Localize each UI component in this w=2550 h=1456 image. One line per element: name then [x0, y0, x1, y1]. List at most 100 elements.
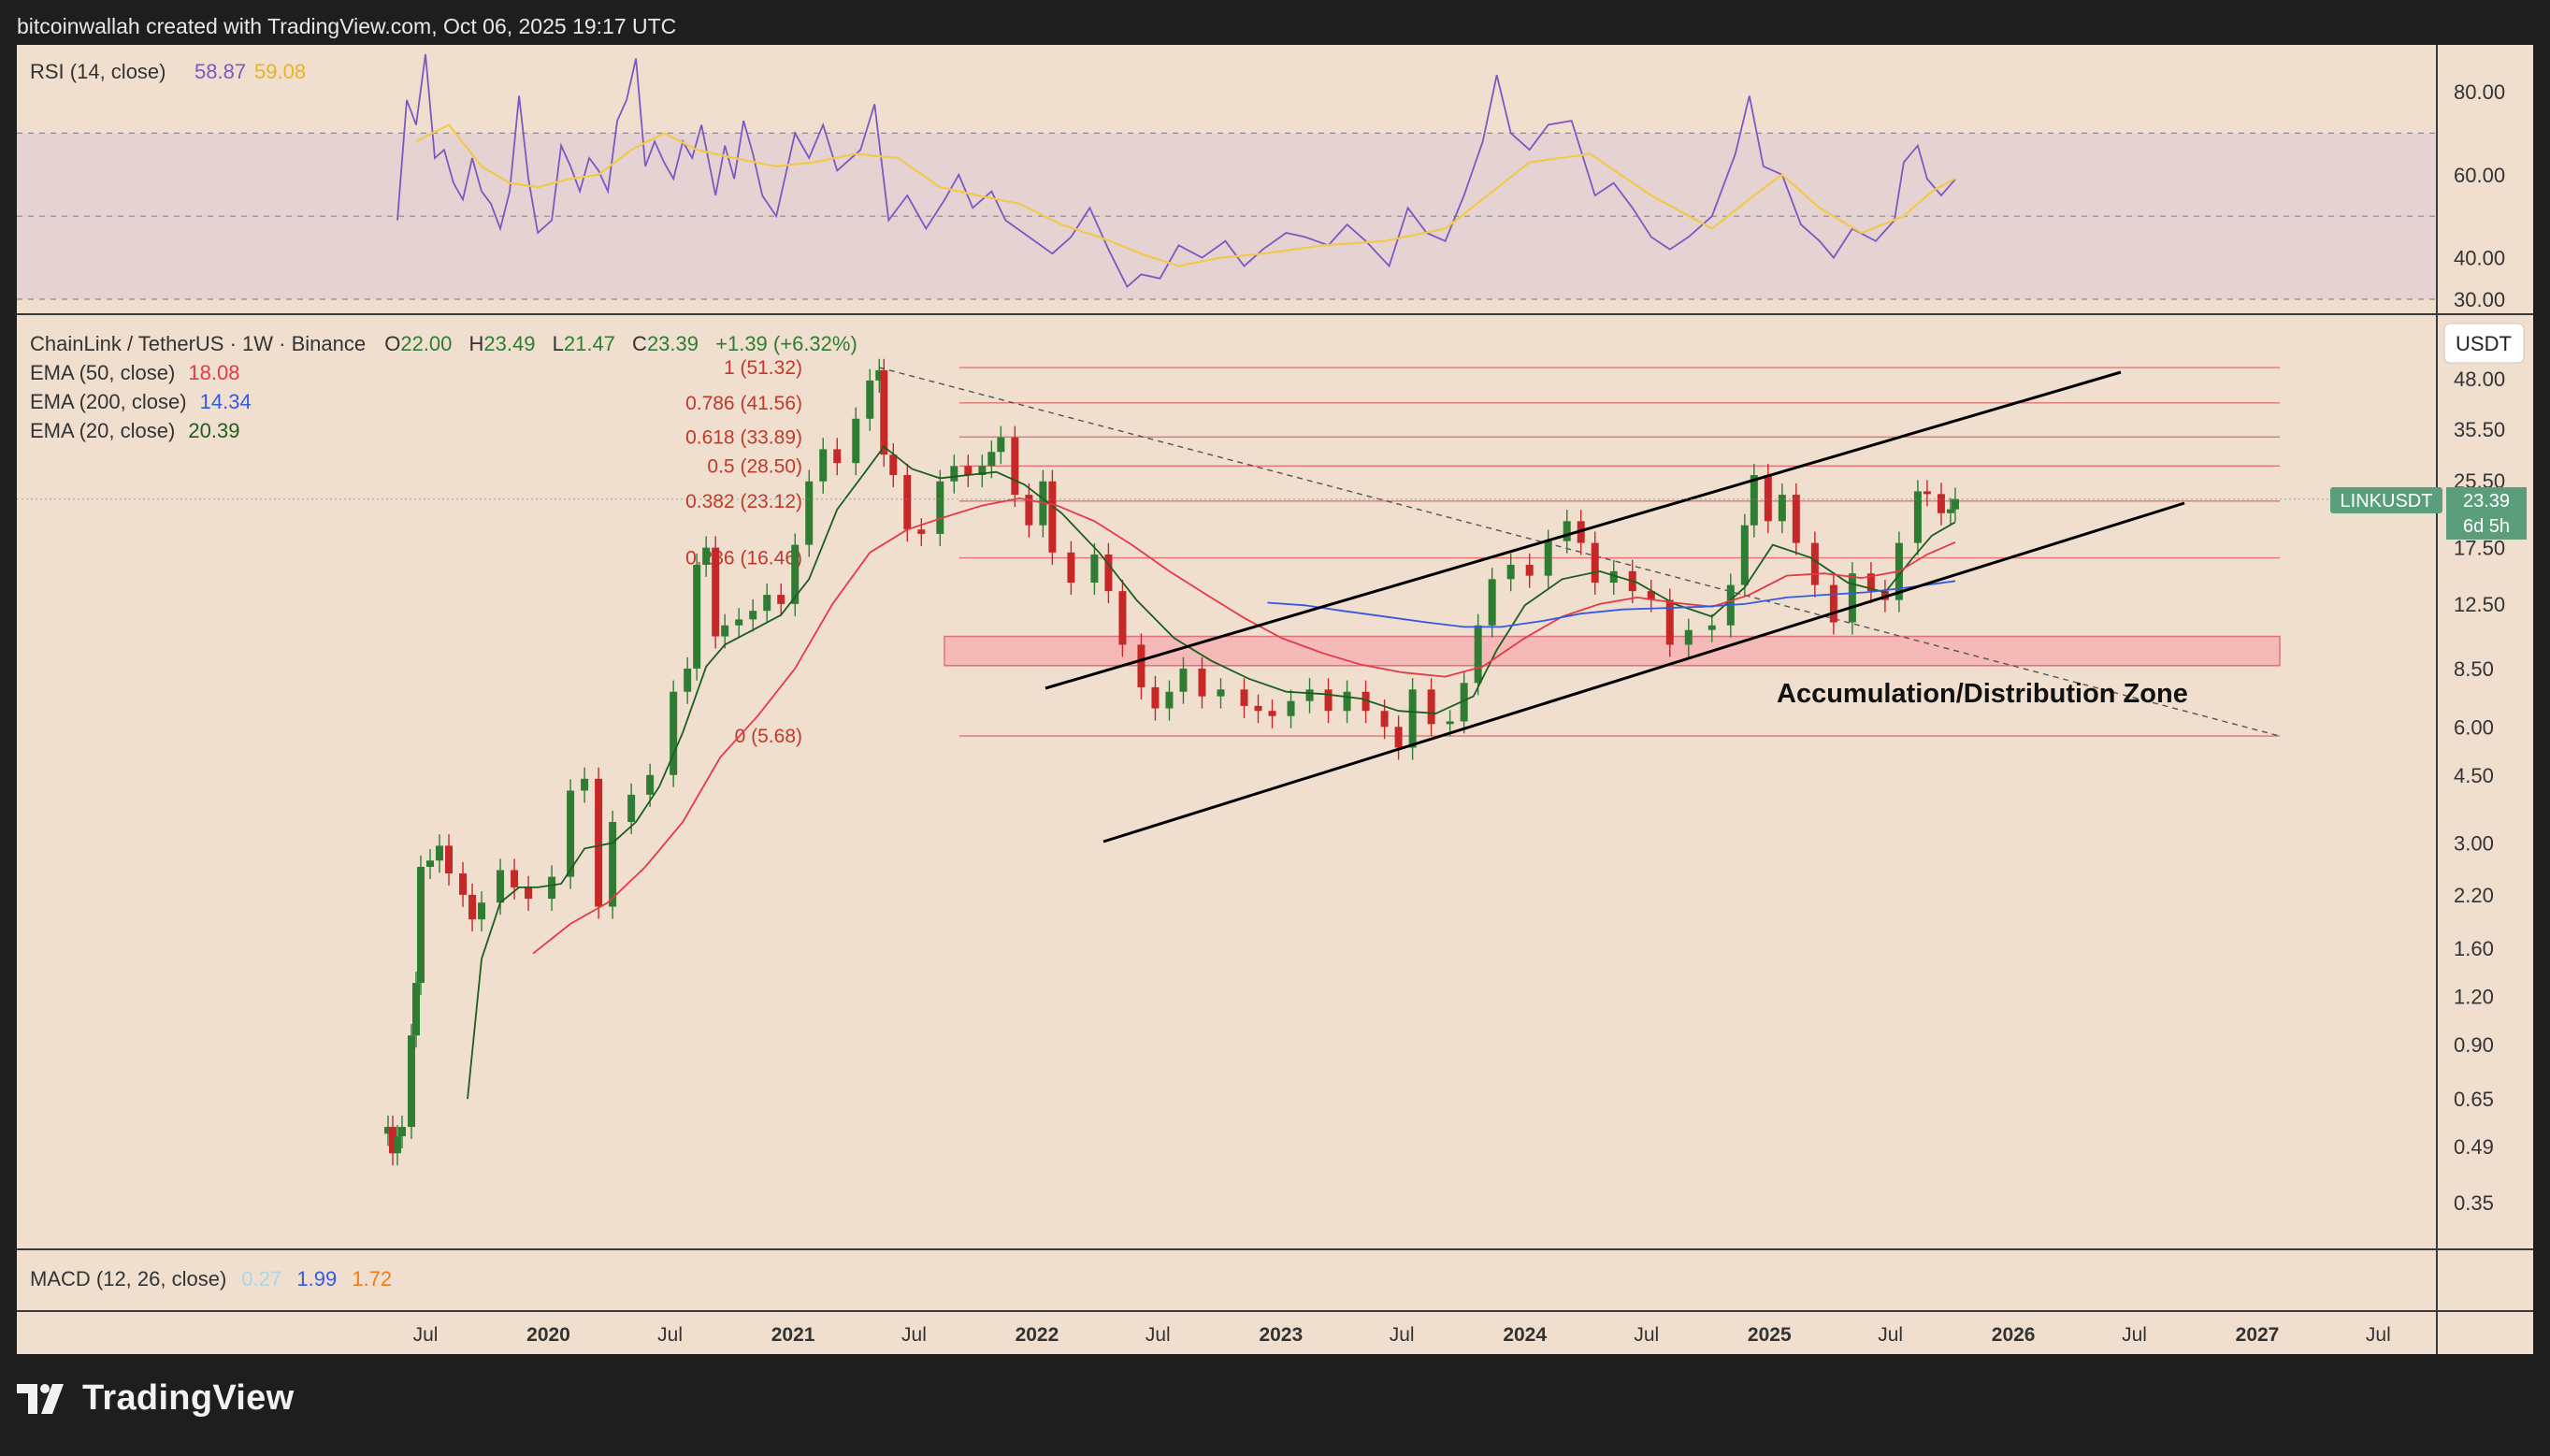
macd-legend-title: MACD (12, 26, close) — [30, 1267, 226, 1290]
candle-body — [436, 845, 444, 861]
candle-body — [1866, 573, 1875, 592]
candle-body — [1090, 554, 1099, 584]
time-axis-label: Jul — [2366, 1324, 2391, 1346]
candle-body — [1268, 711, 1276, 716]
accumulation-zone — [944, 635, 2281, 667]
candle-body — [852, 418, 860, 464]
candle-body — [383, 1127, 392, 1134]
candle-body — [950, 466, 958, 482]
time-axis-label: Jul — [1878, 1324, 1903, 1346]
chart-svg[interactable]: 1 (51.32) 0.786 (41.56) 0.618 (33.89) 0.5 (… — [17, 45, 2533, 1354]
candle-body — [646, 774, 655, 795]
ema200-line — [1267, 580, 1956, 628]
fib-level-label: 1 (51.32) — [724, 357, 802, 379]
candle-body — [1740, 525, 1749, 585]
price-scale-label: 2.20 — [2454, 884, 2494, 907]
candle-body — [1137, 644, 1145, 687]
currency-button[interactable] — [2443, 323, 2525, 364]
rsi-legend-title: RSI (14, close) — [30, 60, 166, 83]
time-axis-label: 2026 — [1992, 1324, 2036, 1346]
candle-body — [791, 544, 800, 604]
candle-body — [1563, 521, 1571, 541]
candle-body — [978, 466, 987, 476]
rsi-line — [396, 53, 1956, 289]
candle-body — [468, 894, 477, 920]
macd-signal-value: 1.72 — [352, 1267, 392, 1290]
candle-body — [1923, 491, 1931, 495]
candle-body — [1647, 591, 1655, 600]
symbol-line: ChainLink / TetherUS · 1W · Binance O22.… — [30, 332, 857, 355]
candle-body — [609, 821, 617, 907]
candle-body — [1287, 700, 1295, 716]
candle-body — [833, 449, 842, 464]
candle-body — [1408, 689, 1417, 748]
channel-lower-line — [1102, 501, 2185, 843]
macd-line-value: 1.99 — [296, 1267, 337, 1290]
candle-body — [497, 870, 505, 903]
candle-body — [1778, 495, 1786, 522]
legend-layer: RSI (14, close) 58.87 59.08 ChainLink / … — [30, 60, 2527, 1290]
candle-body — [581, 778, 589, 791]
ema200-legend-label: EMA (200, close) — [30, 390, 187, 413]
accumulation-zone-label: Accumulation/Distribution Zone — [1777, 679, 2188, 709]
rsi-legend-value: 58.87 — [194, 60, 246, 83]
rsi-layer — [17, 53, 2437, 300]
candle-body — [936, 481, 944, 534]
ema50-legend-value: 18.08 — [188, 361, 239, 384]
brand-name: TradingView — [82, 1378, 295, 1418]
candle-body — [1951, 498, 1959, 510]
candle-body — [627, 794, 636, 822]
fib-level-label: 0 (5.68) — [735, 726, 802, 747]
candle-body — [459, 873, 468, 895]
candle-body — [1025, 495, 1033, 526]
currency-button-label: USDT — [2456, 332, 2512, 355]
ohlc-open-value: 22.00 — [400, 332, 452, 355]
time-axis-label: 2024 — [1503, 1324, 1547, 1346]
price-scale-label: 8.50 — [2454, 657, 2494, 681]
price-scale-label: 1.60 — [2454, 937, 2494, 960]
price-scale-label: 1.20 — [2454, 985, 2494, 1008]
price-scale-label: 48.00 — [2454, 368, 2505, 391]
candle-body — [1848, 573, 1856, 623]
candle-body — [1665, 599, 1674, 645]
ema50-legend-label: EMA (50, close) — [30, 361, 175, 384]
price-scale-label: 17.50 — [2454, 537, 2505, 560]
candle-body — [1750, 475, 1758, 526]
candle-body — [777, 595, 785, 604]
candle-body — [1946, 509, 1954, 513]
candle-body — [1324, 689, 1333, 712]
time-axis-label: Jul — [1145, 1324, 1171, 1346]
candle-body — [1240, 689, 1248, 706]
candle-body — [987, 452, 996, 467]
ema20-line — [467, 445, 1956, 1100]
time-axis-label: Jul — [1390, 1324, 1415, 1346]
candle-body — [416, 866, 425, 984]
rsi-scale-label: 40.00 — [2454, 247, 2505, 270]
chart-attribution: bitcoinwallah created with TradingView.c… — [17, 14, 677, 38]
candle-body — [866, 380, 874, 419]
candle-body — [1361, 691, 1370, 712]
symbol-badge — [2330, 487, 2442, 513]
candle-body — [511, 870, 519, 887]
candle-body — [805, 481, 814, 545]
price-scale-label: 6.00 — [2454, 715, 2494, 739]
candle-body — [1104, 554, 1113, 592]
rsi-ma-legend-value: 59.08 — [254, 60, 306, 83]
time-axis-label: 2020 — [526, 1324, 570, 1346]
price-scale-label: 35.50 — [2454, 418, 2505, 441]
ohlc-high-value: 23.49 — [483, 332, 535, 355]
time-axis-label: Jul — [413, 1324, 439, 1346]
chart-area[interactable]: 1 (51.32) 0.786 (41.56) 0.618 (33.89) 0.5 (… — [17, 45, 2533, 1354]
last-price-value: 23.39 — [2463, 491, 2510, 512]
ohlc-high-key: H — [469, 332, 484, 355]
time-axis-label: 2023 — [1259, 1324, 1303, 1346]
rsi-scale-label: 80.00 — [2454, 80, 2505, 104]
price-scale-label: 3.00 — [2454, 831, 2494, 855]
time-axis-label: Jul — [901, 1324, 927, 1346]
candle-body — [1525, 564, 1534, 576]
candle-body — [903, 475, 912, 530]
candle-body — [1792, 495, 1800, 543]
ohlc-close-value: 23.39 — [647, 332, 699, 355]
candle-body — [670, 691, 678, 775]
candle-body — [595, 778, 603, 907]
